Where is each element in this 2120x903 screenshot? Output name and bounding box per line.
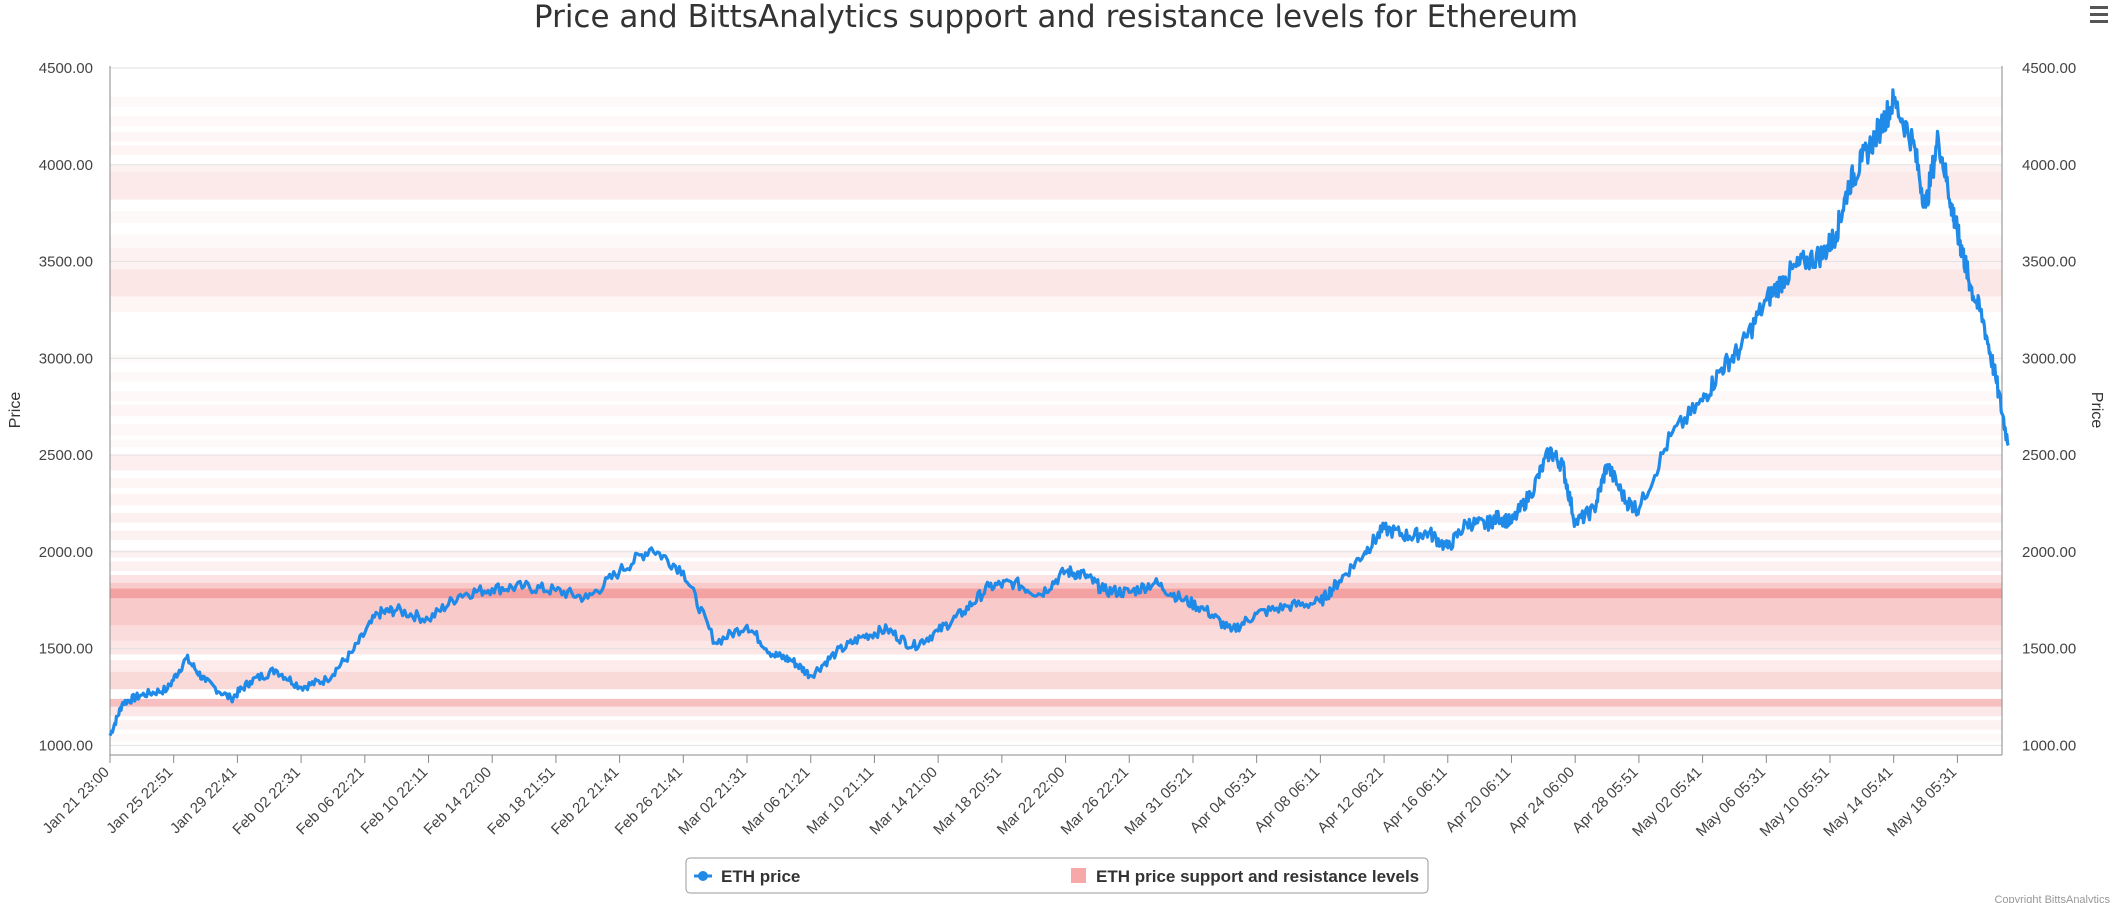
band-8 [110,247,2002,270]
band-9 [110,269,2002,297]
y-tick-right-0: 4500.00 [2022,60,2076,77]
band-33 [110,720,2002,730]
x-tick-label-20: Apr 12 06:21 [1314,764,1387,837]
band-30 [110,671,2002,690]
y-tick-right-1: 4000.00 [2022,157,2076,174]
x-tick-label-23: Apr 24 06:00 [1505,764,1578,837]
band-27 [110,625,2002,641]
band-6 [110,211,2002,223]
series-line-eth-price [108,88,2010,737]
y-tick-right-6: 1500.00 [2022,641,2076,658]
y-tick-left-4: 2500.00 [39,447,93,464]
y-tick-right-7: 1000.00 [2022,737,2076,754]
y-axis-title-right: Price [2088,392,2105,429]
band-20 [110,513,2002,523]
band-7 [110,234,2002,248]
band-15 [110,424,2002,436]
y-tick-left-3: 3000.00 [39,350,93,367]
band-1 [110,116,2002,127]
band-17 [110,455,2002,471]
x-tick-label-0: Jan 21 23:00 [39,764,112,837]
y-tick-left-0: 4500.00 [39,60,93,77]
y-tick-right-4: 2500.00 [2022,447,2076,464]
legend: ETH price ETH price support and resistan… [685,857,1429,894]
gridlines [110,67,2002,746]
y-tick-left-1: 4000.00 [39,157,93,174]
band-16 [110,439,2002,448]
credits: Copyright BittsAnalytics [1994,894,2110,903]
band-14 [110,404,2002,417]
band-5 [110,172,2002,200]
band-0 [110,97,2002,107]
x-tick-label-18: Apr 04 05:31 [1187,764,1260,837]
band-19 [110,493,2002,506]
legend-label-support-resistance: ETH price support and resistance levels [1096,867,1419,886]
y-axis-title-left: Price [7,392,24,429]
band-34 [110,733,2002,742]
legend-marker-band [1071,868,1086,883]
x-tick-label-11: Mar 06 21:21 [739,764,814,839]
y-tick-right-2: 3500.00 [2022,254,2076,271]
y-tick-left-5: 2000.00 [39,544,93,561]
band-29 [110,660,2002,672]
y-tick-right-3: 3000.00 [2022,350,2076,367]
y-tick-left-7: 1000.00 [39,737,93,754]
y-tick-left-2: 3500.00 [39,254,93,271]
band-13 [110,391,2002,401]
band-12 [110,371,2002,382]
band-28 [110,640,2002,655]
band-26 [110,588,2002,599]
band-23 [110,561,2002,572]
band-22 [110,549,2002,558]
legend-label-eth-price: ETH price [721,867,800,886]
band-3 [110,145,2002,156]
x-tick-label-1: Jan 25 22:51 [103,764,176,837]
legend-marker-line [698,871,708,881]
band-10 [110,296,2002,312]
y-axis-left-ticks: 4500.00 4000.00 3500.00 3000.00 2500.00 2000.… [39,60,93,754]
x-tick-label-17: Mar 31 05:21 [1121,764,1196,839]
x-tick-label-19: Apr 08 06:11 [1251,764,1323,836]
x-tick-label-4: Feb 06 22:21 [293,764,368,839]
hamburger-menu-icon[interactable] [2086,3,2114,27]
chart-title: Price and BittsAnalytics support and res… [534,0,1578,35]
y-tick-left-6: 1500.00 [39,641,93,658]
legend-item-eth-price[interactable]: ETH price [694,867,800,886]
y-axis-right-ticks: 4500.00 4000.00 3500.00 3000.00 2500.00 2000.… [2022,60,2076,754]
x-tick-label-22: Apr 20 06:11 [1442,764,1514,836]
x-tick-label-21: Apr 16 06:11 [1379,764,1451,836]
support-resistance-bands [110,97,2002,742]
legend-item-support-resistance[interactable]: ETH price support and resistance levels [1071,867,1419,886]
band-2 [110,131,2002,142]
band-32 [110,706,2002,717]
band-18 [110,478,2002,488]
y-tick-right-5: 2000.00 [2022,544,2076,561]
band-31 [110,698,2002,707]
eth-price-line [108,88,2010,737]
band-4 [110,164,2002,173]
band-21 [110,530,2002,541]
